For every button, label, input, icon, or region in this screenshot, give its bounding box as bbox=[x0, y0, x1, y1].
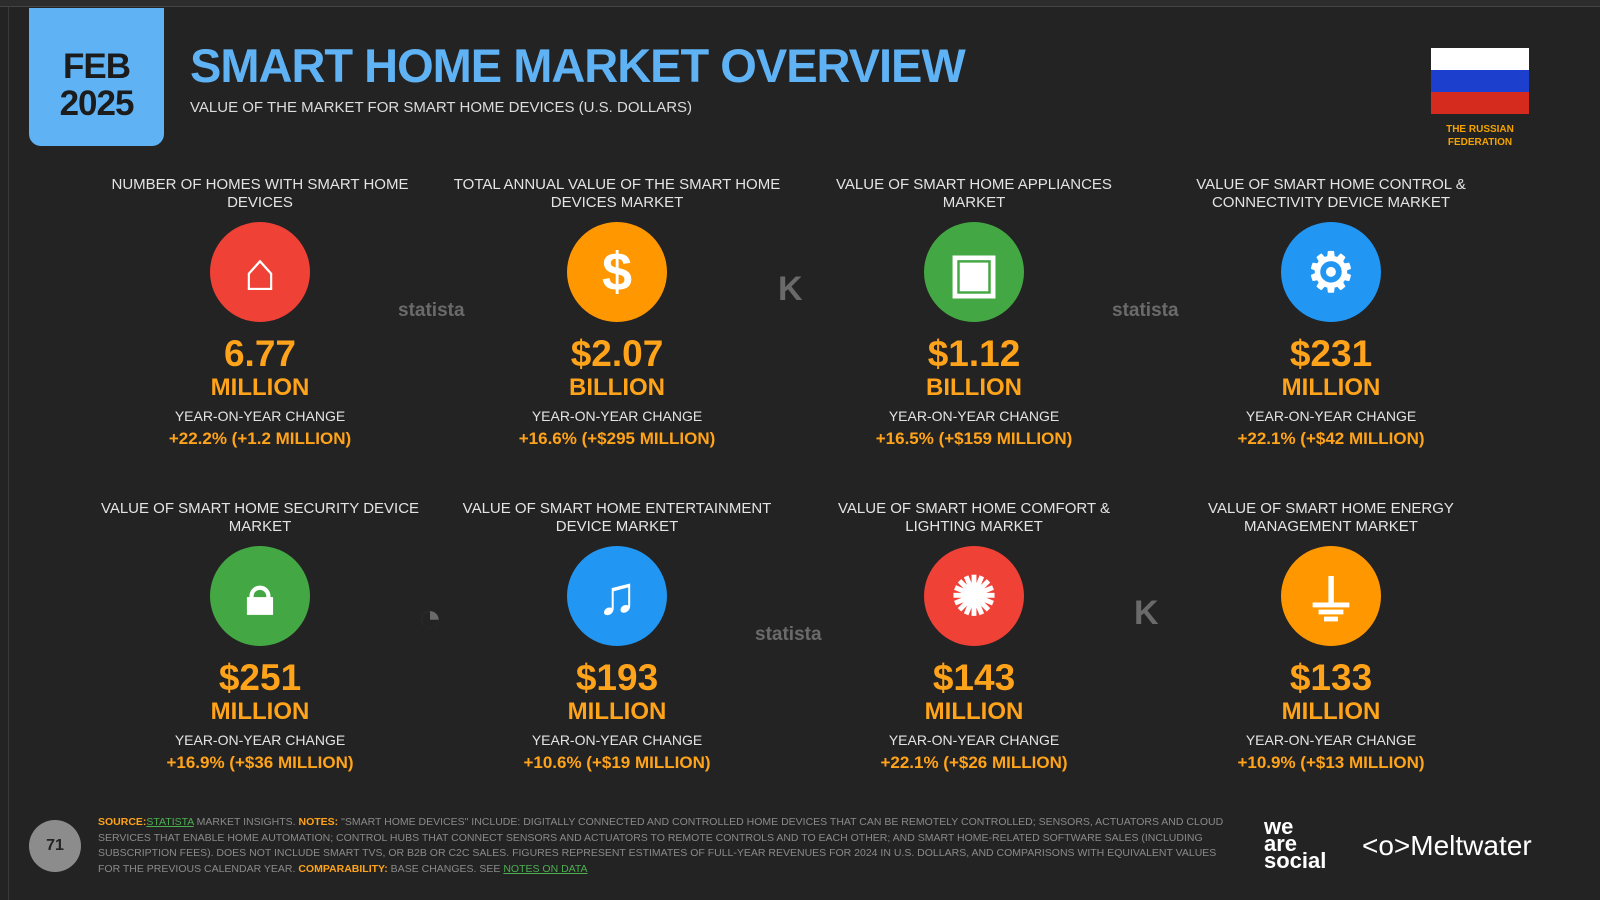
comparability-text: BASE CHANGES. SEE bbox=[387, 862, 504, 875]
footer-notes: SOURCE:STATISTA MARKET INSIGHTS. NOTES: … bbox=[98, 815, 1238, 877]
metric-value: $231 bbox=[1289, 333, 1373, 374]
metric-card: VALUE OF SMART HOME SECURITY DEVICE MARK… bbox=[90, 500, 430, 773]
metric-unit: BILLION bbox=[926, 374, 1022, 401]
statista-watermark: statista bbox=[755, 624, 822, 645]
date-month: FEB bbox=[63, 47, 131, 86]
metric-card: VALUE OF SMART HOME ENERGY MANAGEMENT MA… bbox=[1161, 500, 1501, 773]
metric-value: $1.12 bbox=[927, 333, 1021, 374]
russia-flag-icon bbox=[1431, 48, 1529, 114]
page-number: 71 bbox=[29, 820, 81, 872]
divider bbox=[8, 7, 9, 900]
yoy-label: YEAR-ON-YEAR CHANGE bbox=[531, 732, 703, 748]
metric-card: VALUE OF SMART HOME ENTERTAINMENT DEVICE… bbox=[447, 500, 787, 773]
notes-label: NOTES: bbox=[298, 816, 339, 828]
metric-label: TOTAL ANNUAL VALUE OF THE SMART HOME DEV… bbox=[453, 176, 781, 211]
kepios-logo-icon: K bbox=[1134, 594, 1159, 632]
we-are-social-logo: we are social bbox=[1264, 814, 1327, 873]
yoy-label: YEAR-ON-YEAR CHANGE bbox=[531, 408, 703, 424]
page-title: SMART HOME MARKET OVERVIEW bbox=[190, 39, 966, 92]
meltwater-text: Meltwater bbox=[1410, 830, 1532, 861]
padlock-icon: 🔒︎ bbox=[210, 546, 310, 646]
page-subtitle: VALUE OF THE MARKET FOR SMART HOME DEVIC… bbox=[190, 99, 693, 116]
metric-value: 6.77 bbox=[223, 333, 296, 374]
metric-label: VALUE OF SMART HOME CONTROL & CONNECTIVI… bbox=[1196, 176, 1466, 211]
metric-card: TOTAL ANNUAL VALUE OF THE SMART HOME DEV… bbox=[447, 176, 787, 449]
metric-card: VALUE OF SMART HOME CONTROL & CONNECTIVI… bbox=[1161, 176, 1501, 449]
metric-label: VALUE OF SMART HOME ENTERTAINMENT DEVICE… bbox=[462, 500, 772, 535]
metric-value: $133 bbox=[1289, 657, 1373, 698]
metric-card: VALUE OF SMART HOME COMFORT & LIGHTING M… bbox=[804, 500, 1144, 773]
yoy-label: YEAR-ON-YEAR CHANGE bbox=[888, 732, 1060, 748]
yoy-label: YEAR-ON-YEAR CHANGE bbox=[888, 408, 1060, 424]
yoy-label: YEAR-ON-YEAR CHANGE bbox=[1245, 732, 1417, 748]
metric-unit: MILLION bbox=[210, 374, 310, 401]
kepios-logo-icon: K bbox=[778, 270, 803, 308]
light-bulb-icon: ✺ bbox=[924, 546, 1024, 646]
washing-machine-icon: ▣ bbox=[924, 222, 1024, 322]
metric-unit: MILLION bbox=[1281, 374, 1381, 401]
plug-icon: ⏚ bbox=[1281, 546, 1381, 646]
yoy-change: +10.9% (+$13 MILLION) bbox=[1237, 753, 1425, 772]
comparability-label: COMPARABILITY: bbox=[298, 862, 388, 875]
metric-label: VALUE OF SMART HOME ENERGY MANAGEMENT MA… bbox=[1208, 500, 1454, 535]
top-bar bbox=[0, 0, 1600, 7]
statista-watermark: statista bbox=[398, 300, 465, 321]
metric-value: $2.07 bbox=[570, 333, 664, 374]
yoy-label: YEAR-ON-YEAR CHANGE bbox=[1245, 408, 1417, 424]
date-year: 2025 bbox=[59, 84, 135, 123]
yoy-change: +10.6% (+$19 MILLION) bbox=[523, 753, 711, 772]
metric-value: $251 bbox=[218, 657, 302, 698]
notes-text: "SMART HOME DEVICES" INCLUDE: DIGITALLY … bbox=[98, 816, 1224, 875]
metric-unit: MILLION bbox=[567, 698, 667, 725]
yoy-label: YEAR-ON-YEAR CHANGE bbox=[174, 408, 346, 424]
metric-label: VALUE OF SMART HOME COMFORT & LIGHTING M… bbox=[838, 500, 1110, 535]
yoy-change: +22.1% (+$42 MILLION) bbox=[1237, 429, 1425, 448]
metric-unit: MILLION bbox=[924, 698, 1024, 725]
yoy-change: +16.5% (+$159 MILLION) bbox=[875, 429, 1073, 448]
metric-card: VALUE OF SMART HOME APPLIANCES MARKET ▣ … bbox=[804, 176, 1144, 449]
metric-unit: MILLION bbox=[1281, 698, 1381, 725]
metric-label: NUMBER OF HOMES WITH SMART HOME DEVICES bbox=[111, 176, 409, 211]
gear-icon: ⚙ bbox=[1281, 222, 1381, 322]
dollar-icon: $ bbox=[567, 222, 667, 322]
wifi-home-icon: ⌂ bbox=[210, 222, 310, 322]
source-label: SOURCE: bbox=[98, 816, 147, 828]
datareportal-logo-icon: ◔ bbox=[418, 596, 443, 640]
metric-card: NUMBER OF HOMES WITH SMART HOME DEVICES … bbox=[90, 176, 430, 449]
yoy-change: +22.1% (+$26 MILLION) bbox=[880, 753, 1068, 772]
notes-on-data-link[interactable]: NOTES ON DATA bbox=[503, 862, 588, 875]
metric-label: VALUE OF SMART HOME SECURITY DEVICE MARK… bbox=[100, 500, 420, 535]
source-link[interactable]: STATISTA bbox=[146, 816, 194, 828]
yoy-label: YEAR-ON-YEAR CHANGE bbox=[174, 732, 346, 748]
metric-unit: BILLION bbox=[569, 374, 665, 401]
source-text: MARKET INSIGHTS. bbox=[193, 816, 299, 828]
meltwater-logo: <o>Meltwater bbox=[1362, 830, 1532, 861]
country-label: THE RUSSIAN FEDERATION bbox=[1446, 124, 1514, 148]
date-badge: FEB 2025 bbox=[29, 8, 164, 146]
yoy-change: +16.9% (+$36 MILLION) bbox=[166, 753, 354, 772]
metric-label: VALUE OF SMART HOME APPLIANCES MARKET bbox=[836, 176, 1112, 211]
statista-watermark: statista bbox=[1112, 300, 1179, 321]
metric-unit: MILLION bbox=[210, 698, 310, 725]
music-note-icon: ♫ bbox=[567, 546, 667, 646]
metric-value: $143 bbox=[932, 657, 1016, 698]
yoy-change: +22.2% (+1.2 MILLION) bbox=[168, 429, 352, 448]
metric-value: $193 bbox=[575, 657, 659, 698]
yoy-change: +16.6% (+$295 MILLION) bbox=[518, 429, 716, 448]
